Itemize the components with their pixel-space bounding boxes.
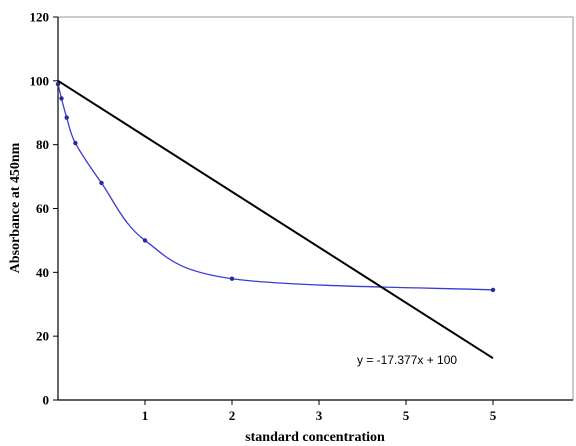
trendline [57,79,494,360]
data-curve [57,83,494,291]
x-tick-label: 3 [316,408,323,423]
y-tick-label: 20 [36,329,49,344]
y-tick-label: 80 [36,137,49,152]
x-tick-label: 5 [403,408,410,423]
y-tick-label: 120 [30,10,50,25]
data-point [64,115,69,120]
y-axis-title: Absorbance at 450nm [8,142,23,273]
data-point [99,180,104,186]
x-tick-label: 1 [142,408,149,423]
data-point [73,140,78,146]
x-tick-label: 5 [490,408,497,423]
x-ticks: 123556 [142,400,497,423]
y-tick-label: 40 [36,265,49,280]
y-tick-label: 100 [30,73,50,88]
data-point [55,81,61,87]
data-point [59,96,64,101]
data-point [229,276,235,281]
x-tick-label: 2 [229,408,236,423]
plot-area [57,16,574,401]
y-tick-label: 0 [43,393,50,408]
y-tick-label: 60 [36,201,49,216]
equation-annotation: y = -17.377x + 100 [357,353,457,367]
data-point [142,238,148,243]
series-layer [55,79,496,360]
y-ticks: 0 20 40 60 80 100 120 [30,10,58,408]
x-axis-title: standard concentration [245,430,385,445]
data-point [490,287,496,293]
